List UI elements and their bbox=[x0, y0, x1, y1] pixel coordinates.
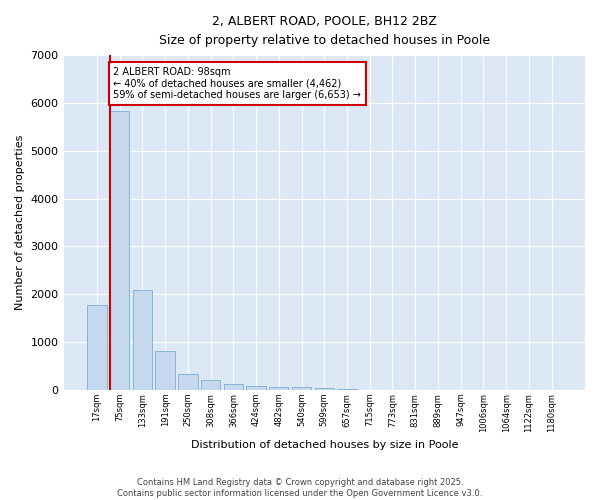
Bar bbox=[87, 305, 107, 390]
Bar bbox=[110, 110, 130, 390]
Bar bbox=[247, 386, 266, 390]
Bar bbox=[224, 384, 243, 390]
Bar bbox=[314, 388, 334, 390]
X-axis label: Distribution of detached houses by size in Poole: Distribution of detached houses by size … bbox=[191, 440, 458, 450]
Title: 2, ALBERT ROAD, POOLE, BH12 2BZ
Size of property relative to detached houses in : 2, ALBERT ROAD, POOLE, BH12 2BZ Size of … bbox=[159, 15, 490, 47]
Text: Contains HM Land Registry data © Crown copyright and database right 2025.
Contai: Contains HM Land Registry data © Crown c… bbox=[118, 478, 482, 498]
Y-axis label: Number of detached properties: Number of detached properties bbox=[15, 135, 25, 310]
Bar bbox=[337, 389, 356, 390]
Text: 2 ALBERT ROAD: 98sqm
← 40% of detached houses are smaller (4,462)
59% of semi-de: 2 ALBERT ROAD: 98sqm ← 40% of detached h… bbox=[113, 67, 361, 100]
Bar bbox=[269, 387, 289, 390]
Bar bbox=[133, 290, 152, 390]
Bar bbox=[292, 388, 311, 390]
Bar bbox=[178, 374, 197, 390]
Bar bbox=[201, 380, 220, 390]
Bar bbox=[155, 350, 175, 390]
